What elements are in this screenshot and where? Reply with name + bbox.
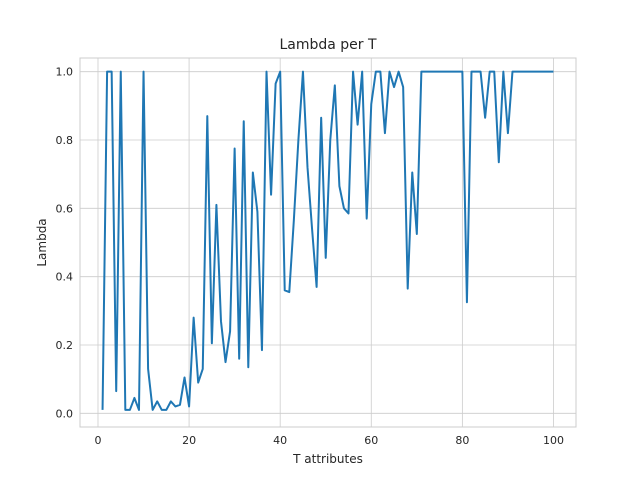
x-tick-label: 0 [94,434,101,447]
x-tick-label: 40 [273,434,287,447]
plot-frame [79,57,577,428]
x-tick-label: 20 [182,434,196,447]
y-tick-labels: 0.0 0.2 0.4 0.6 0.8 1.0 [56,66,74,421]
y-tick-label: 1.0 [56,66,74,79]
x-axis-label: T attributes [292,452,363,466]
y-tick-label: 0.4 [56,271,74,284]
x-tick-labels: 0 20 40 60 80 100 [94,434,563,447]
y-tick-label: 0.2 [56,339,74,352]
x-tick-label: 100 [543,434,564,447]
y-tick-label: 0.0 [56,407,74,420]
x-tick-label: 80 [455,434,469,447]
series-group [101,70,554,411]
chart-title: Lambda per T [279,37,377,53]
y-axis-label: Lambda [35,218,49,266]
x-tick-label: 60 [364,434,378,447]
y-tick-label: 0.6 [56,202,74,215]
y-tick-label: 0.8 [56,134,74,147]
series-line [101,70,554,411]
